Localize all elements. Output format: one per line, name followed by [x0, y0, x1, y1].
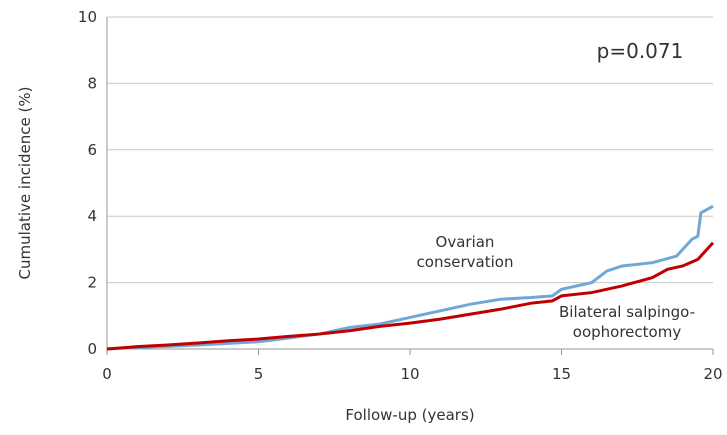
- y-tick-label: 6: [87, 141, 97, 159]
- y-axis-label: Cumulative incidence (%): [16, 87, 34, 280]
- x-tick-label: 0: [102, 365, 112, 383]
- x-tick-label: 20: [703, 365, 722, 383]
- p-value: p=0.071: [597, 39, 684, 63]
- y-tick-label: 0: [87, 340, 97, 358]
- y-tick-label: 4: [87, 207, 97, 225]
- x-tick-label: 15: [552, 365, 571, 383]
- x-tick-label: 10: [400, 365, 419, 383]
- y-tick-label: 8: [87, 74, 97, 92]
- series-label: Ovarian conservation: [416, 233, 514, 271]
- series-label: Bilateral salpingo-oophorectomy: [559, 303, 695, 341]
- x-axis-label: Follow-up (years): [345, 406, 474, 424]
- x-tick-label: 5: [254, 365, 264, 383]
- y-tick-label: 2: [87, 274, 97, 292]
- data-line: [106, 241, 715, 351]
- data-line: [106, 204, 714, 351]
- y-tick-label: 10: [78, 8, 97, 26]
